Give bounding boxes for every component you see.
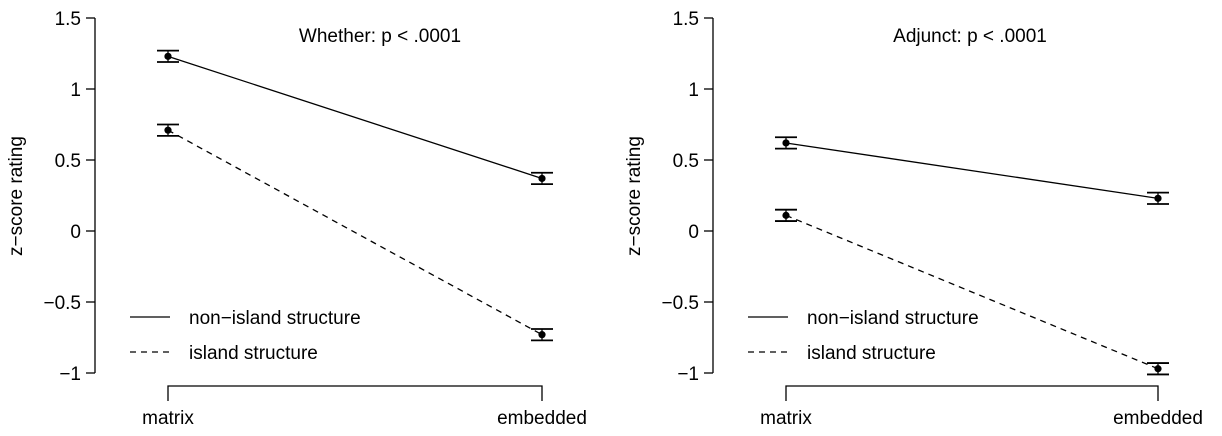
- chart-panel-right: −1 −0.5 0 0.5 1 1.5 z−score rating matrix embedd…: [624, 9, 1203, 429]
- data-point: [782, 139, 790, 147]
- chart-panel-left: −1 −0.5 0 0.5 1 1.5 z−score rating matrix embedd…: [6, 9, 587, 429]
- series-line-1: [167, 129, 543, 336]
- chart-title: Adjunct: p < .0001: [893, 26, 1047, 47]
- x-tick-label-embedded: embedded: [1113, 408, 1203, 429]
- legend-label: island structure: [189, 343, 318, 364]
- y-tick-label: 1: [70, 80, 81, 101]
- series-line-0: [785, 142, 1159, 199]
- x-tick-label-embedded: embedded: [497, 408, 587, 429]
- data-point: [1154, 365, 1162, 373]
- x-tick-label-matrix: matrix: [760, 408, 812, 429]
- y-tick-label: 1.5: [673, 9, 699, 30]
- legend-label: non−island structure: [189, 308, 361, 329]
- data-point: [164, 52, 172, 60]
- y-axis-label: z−score rating: [6, 136, 27, 256]
- chart-title: Whether: p < .0001: [299, 26, 461, 47]
- data-point: [538, 331, 546, 339]
- x-tick-label-matrix: matrix: [142, 408, 194, 429]
- y-axis-label: z−score rating: [624, 136, 645, 256]
- data-point: [1154, 194, 1162, 202]
- series-line-1: [785, 214, 1159, 370]
- legend-label: non−island structure: [807, 308, 979, 329]
- x-axis-line: [785, 385, 1159, 401]
- data-point: [782, 211, 790, 219]
- y-tick-label: 0: [688, 222, 699, 243]
- y-tick-label: −1: [677, 364, 699, 385]
- y-tick-label: 0: [70, 222, 81, 243]
- y-tick-label: 1: [688, 80, 699, 101]
- x-axis-line: [167, 385, 543, 401]
- y-tick-label: 0.5: [673, 151, 699, 172]
- y-tick-label: −1: [59, 364, 81, 385]
- data-point: [164, 126, 172, 134]
- data-point: [538, 174, 546, 183]
- y-tick-label: −0.5: [661, 293, 699, 314]
- legend-label: island structure: [807, 343, 936, 364]
- y-tick-label: 1.5: [55, 9, 81, 30]
- y-tick-label: 0.5: [55, 151, 81, 172]
- y-tick-label: −0.5: [43, 293, 81, 314]
- series-line-0: [167, 55, 543, 180]
